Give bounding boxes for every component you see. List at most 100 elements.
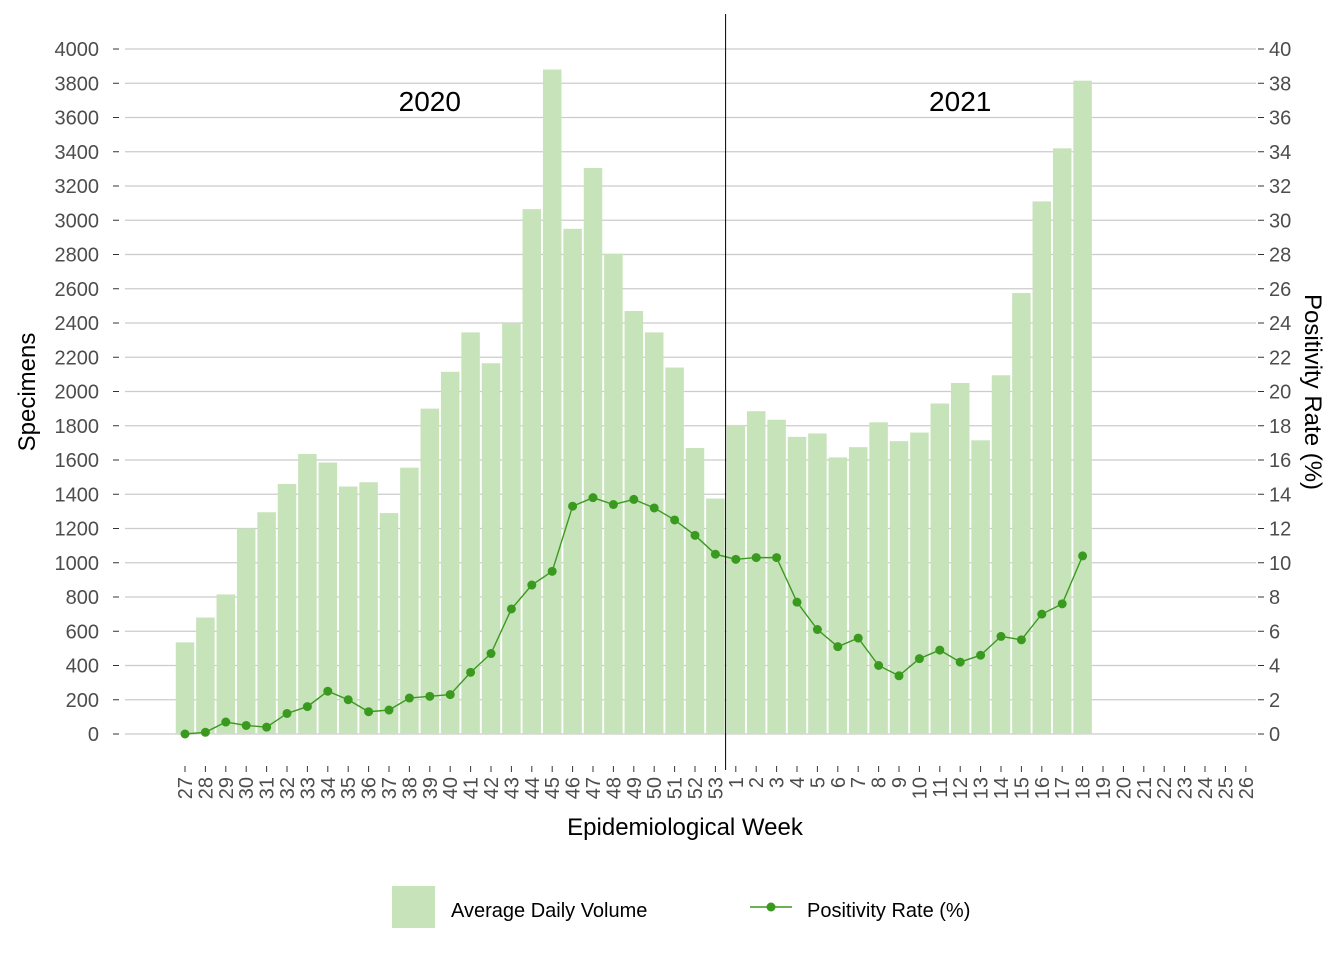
y-tick-label: 2800	[55, 245, 100, 267]
legend-label-bars: Average Daily Volume	[451, 900, 647, 922]
positivity-point	[588, 493, 598, 503]
bar	[440, 371, 460, 734]
x-tick-label: 9	[889, 777, 911, 788]
positivity-point	[547, 566, 557, 576]
x-tick-label: 12	[950, 777, 972, 799]
bar	[379, 513, 399, 734]
bar	[685, 448, 705, 734]
y2-tick-label: 20	[1269, 382, 1291, 404]
x-tick-label: 31	[257, 777, 279, 799]
bar	[542, 69, 562, 735]
y-tick-label: 600	[66, 621, 99, 643]
y-tick-label: 1000	[55, 553, 100, 575]
bar	[216, 594, 236, 734]
x-tick-label: 1	[726, 777, 748, 788]
x-tick-label: 50	[644, 777, 666, 799]
line-series	[180, 493, 1088, 739]
positivity-point	[772, 553, 782, 563]
x-tick-label: 27	[175, 777, 197, 799]
x-tick-label: 30	[236, 777, 258, 799]
x-tick-label: 41	[461, 777, 483, 799]
positivity-point	[812, 625, 822, 635]
y-tick-label: 0	[88, 724, 99, 746]
bar	[1052, 148, 1072, 734]
y-axis-title: Specimens	[14, 333, 41, 452]
x-tick-label: 17	[1052, 777, 1074, 799]
y-tick-label: 400	[66, 656, 99, 678]
x-tick-label: 5	[807, 777, 829, 788]
x-tick-label: 2	[746, 777, 768, 788]
x-tick-label: 51	[665, 777, 687, 799]
positivity-point	[384, 705, 394, 715]
positivity-point	[466, 667, 476, 677]
positivity-point	[874, 661, 884, 670]
bar	[522, 209, 542, 734]
positivity-point	[180, 729, 190, 739]
positivity-point	[976, 650, 986, 660]
positivity-point	[200, 727, 210, 737]
x-tick-label: 3	[767, 777, 789, 788]
bar	[257, 512, 276, 734]
bar	[481, 363, 501, 734]
positivity-point	[935, 645, 945, 655]
y2-tick-label: 0	[1269, 724, 1280, 746]
positivity-point	[302, 702, 312, 712]
positivity-point	[262, 722, 272, 732]
bar	[706, 498, 725, 734]
y2-tick-label: 22	[1269, 347, 1291, 369]
bar	[420, 408, 440, 734]
bar	[930, 403, 950, 734]
x-tick-label: 47	[583, 777, 605, 799]
x-tick-label: 26	[1236, 777, 1258, 799]
y-tick-label: 1800	[55, 416, 100, 438]
positivity-point	[241, 720, 251, 730]
y2-tick-label: 38	[1269, 73, 1291, 95]
y-tick-label: 2200	[55, 347, 100, 369]
x-axis-title: Epidemiological Week	[567, 814, 804, 841]
y-tick-label: 1400	[55, 484, 100, 506]
positivity-point	[1037, 609, 1047, 619]
x-tick-label: 36	[359, 777, 381, 799]
y2-tick-label: 10	[1269, 553, 1291, 575]
bar	[726, 424, 746, 734]
x-tick-label: 35	[338, 777, 360, 799]
positivity-point	[364, 707, 374, 717]
positivity-point	[629, 494, 639, 504]
y-axis-left: 0 200 400 600 800 1000 1200 1400 1600 1800 2000 220…	[55, 39, 119, 746]
bar	[910, 432, 929, 734]
positivity-point	[527, 580, 537, 590]
bar	[971, 440, 990, 734]
x-tick-label: 19	[1093, 777, 1115, 799]
bar	[869, 422, 888, 734]
positivity-point	[670, 515, 680, 525]
bar	[828, 457, 848, 734]
bar	[400, 467, 419, 734]
bar	[1012, 293, 1031, 734]
legend: Average Daily Volume Positivity Rate (%)	[392, 886, 970, 928]
x-tick-label: 23	[1175, 777, 1197, 799]
y-tick-label: 2600	[55, 279, 100, 301]
positivity-point	[445, 690, 455, 700]
positivity-point	[282, 708, 292, 718]
y-tick-label: 3400	[55, 142, 100, 164]
x-tick-label: 20	[1113, 777, 1135, 799]
year-annotations: 2020 2021	[399, 86, 992, 117]
y2-tick-label: 40	[1269, 39, 1291, 61]
x-tick-label: 29	[216, 777, 238, 799]
x-tick-label: 32	[277, 777, 299, 799]
bar	[338, 486, 358, 734]
x-tick-label: 6	[828, 777, 850, 788]
legend-key-bars	[392, 886, 435, 928]
year-label: 2021	[929, 86, 991, 117]
y-tick-label: 3600	[55, 108, 100, 130]
x-tick-label: 49	[624, 777, 646, 799]
positivity-point	[996, 631, 1006, 641]
bar	[787, 436, 807, 734]
x-tick-label: 4	[787, 777, 809, 788]
y2-tick-label: 36	[1269, 108, 1291, 130]
bar	[236, 528, 256, 734]
y2-tick-label: 4	[1269, 656, 1280, 678]
y-tick-label: 2400	[55, 313, 100, 335]
y2-tick-label: 34	[1269, 142, 1291, 164]
